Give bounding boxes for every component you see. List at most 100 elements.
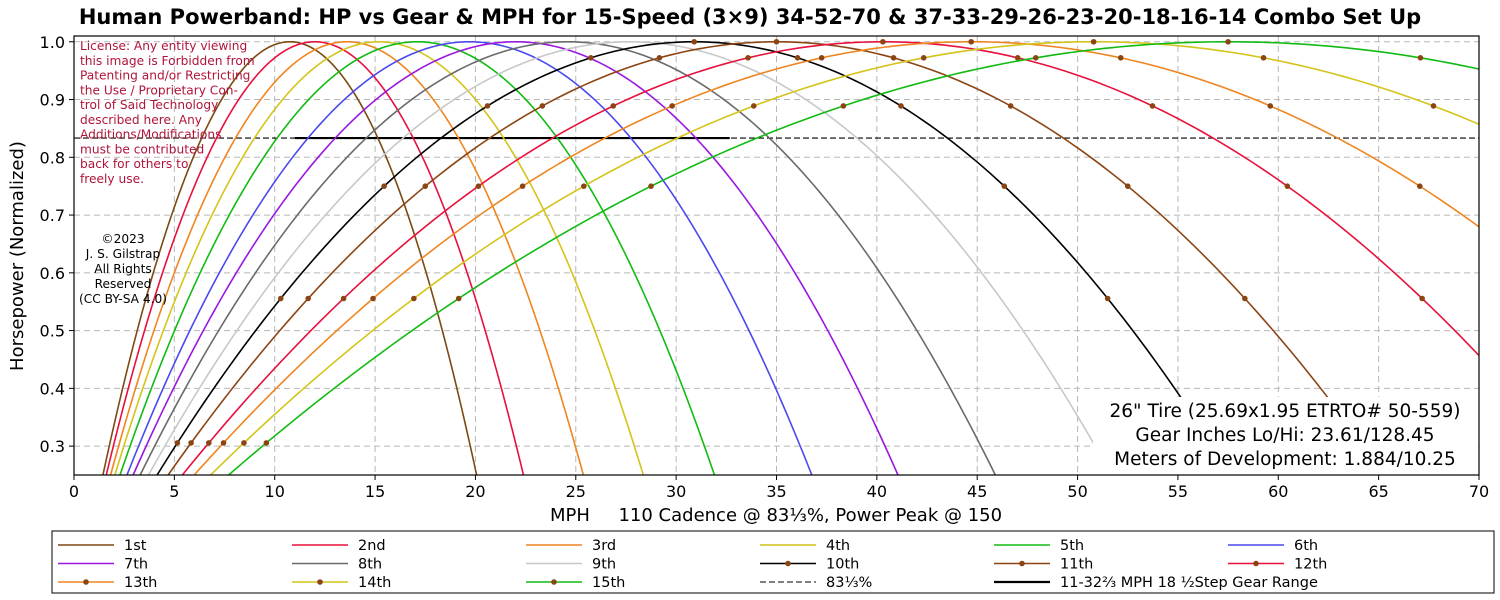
series-marker-15th-4 [840,103,847,109]
x-tick-label-1: 5 [169,482,179,501]
series-marker-10th-8 [898,103,904,109]
tire-info-line-1: Gear Inches Lo/Hi: 23.61/128.45 [1135,425,1434,446]
series-marker-14th-5 [920,55,927,61]
legend-item-9th: 9th [526,557,616,573]
series-marker-14th-8 [1430,103,1437,109]
series-marker-14th-2 [411,295,417,302]
series-line-12th [181,40,1479,475]
license-line-5: described here. Any [80,113,202,127]
series-line-4th [114,40,645,475]
series-marker-12th-5 [745,55,751,61]
series-marker-12th-9 [1284,183,1291,189]
series-marker-11th-3 [422,183,429,189]
x-tick-label-0: 0 [69,482,79,501]
series-line-10th [156,40,1232,475]
series-line-14th [210,40,1479,475]
series-marker-12th-4 [610,103,617,109]
legend-label: 15th [592,575,625,591]
x-tick-label-4: 20 [465,482,485,501]
license-line-9: freely use. [80,172,144,186]
legend-label: 6th [1294,538,1318,554]
legend-item-11th: 11th [994,557,1093,573]
x-tick-label-13: 65 [1368,482,1388,501]
series-marker-15th-5 [1032,55,1039,61]
license-line-2: Patenting and/or Restricting [80,69,250,83]
copyright-line-4: (CC BY-SA 4.0) [79,292,167,306]
y-tick-label-0: 0.3 [40,437,65,456]
series-line-7th [132,40,899,475]
x-tick-label-6: 30 [666,482,686,501]
y-tick-label-4: 0.7 [40,206,65,225]
copyright-line-2: All Rights [94,262,151,276]
legend-marker [551,579,557,585]
x-tick-label-10: 50 [1067,482,1087,501]
series-marker-11th-5 [656,55,663,61]
series-line-13th [193,40,1479,475]
legend-label: 14th [358,575,391,591]
legend-item-4th: 4th [760,538,850,554]
series-marker-15th-2 [455,295,462,302]
license-line-8: back for others to [80,157,188,171]
y-tick-label-7: 1.0 [40,33,65,52]
series-line-15th [228,40,1479,475]
y-tick-label-5: 0.8 [40,148,65,167]
series-marker-12th-10 [1419,295,1425,302]
series-marker-10th-2 [277,295,284,302]
legend-label: 4th [826,538,850,554]
series-marker-14th-4 [750,103,757,109]
series-line-6th [126,40,813,475]
legend-item-8th: 8th [292,557,382,573]
series-marker-11th-1 [188,440,194,446]
series-marker-12th-3 [475,183,482,189]
legend-marker [1019,560,1025,567]
legend-label: 83⅓% [826,575,872,591]
x-tick-label-2: 10 [265,482,285,501]
series-marker-14th-3 [581,183,587,189]
license-line-3: the Use / Proprietary Con- [80,83,238,97]
legend-label: 8th [358,557,382,573]
x-tick-label-11: 55 [1168,482,1188,501]
legend-item-5th: 5th [994,538,1084,554]
legend-label: 11-32⅔ MPH 18 ½Step Gear Range [1060,575,1318,591]
legend-item-15th: 15th [526,575,625,591]
y-tick-label-6: 0.9 [40,91,65,110]
legend-item-2nd: 2nd [292,538,386,554]
legend-item-14th: 14th [292,575,391,591]
series-marker-10th-3 [381,183,387,189]
series-marker-15th-7 [1417,55,1424,61]
series-marker-13th-1 [220,440,227,446]
axis-ticks: 0 5 10 15 20 25 30 35 40 45 50 55 60 65 70 0.3 0.4 0.5 0.6… [40,33,1490,501]
series-line-1st [102,40,478,475]
series-line-5th [119,40,716,475]
copyright-line-1: J. S. Gilstrap [85,247,161,261]
legend-label: 13th [124,575,157,591]
legend-item-11-32⅔ MPH 18 ½Step Gear Range: 11-32⅔ MPH 18 ½Step Gear Range [994,575,1318,591]
chart-title: Human Powerband: HP vs Gear & MPH for 15… [79,5,1421,29]
series-marker-12th-8 [1149,103,1156,109]
series-line-9th [147,40,1113,475]
series-marker-15th-6 [1225,38,1231,45]
series-marker-12th-1 [206,440,212,446]
x-tick-label-12: 60 [1268,482,1288,501]
x-axis-label: MPH 110 Cadence @ 83⅓%, Power Peak @ 150 [550,505,1002,526]
series-line-8th [139,40,997,475]
legend-label: 9th [592,557,616,573]
legend-item-12th: 12th [1228,557,1327,573]
series-marker-10th-4 [484,103,491,109]
legend-item-10th: 10th [760,557,859,573]
legend-marker [83,579,89,585]
series-marker-10th-10 [1104,295,1111,302]
series-marker-11th-2 [305,295,311,302]
series-marker-11th-7 [890,55,897,61]
legend-label: 2nd [358,538,386,554]
series-marker-11th-8 [1007,103,1014,109]
series-marker-13th-7 [1117,55,1124,61]
legend: 1st 2nd 3rd 4th 5th 6th 7th 8th 9th 10th 11th 12th 1… [58,538,1327,591]
copyright-line-0: ©2023 [101,232,144,246]
legend-item-83⅓%: 83⅓% [760,575,872,591]
license-line-4: trol of Said Technology [80,98,218,112]
series-marker-13th-4 [669,103,675,109]
legend-marker [317,579,323,585]
